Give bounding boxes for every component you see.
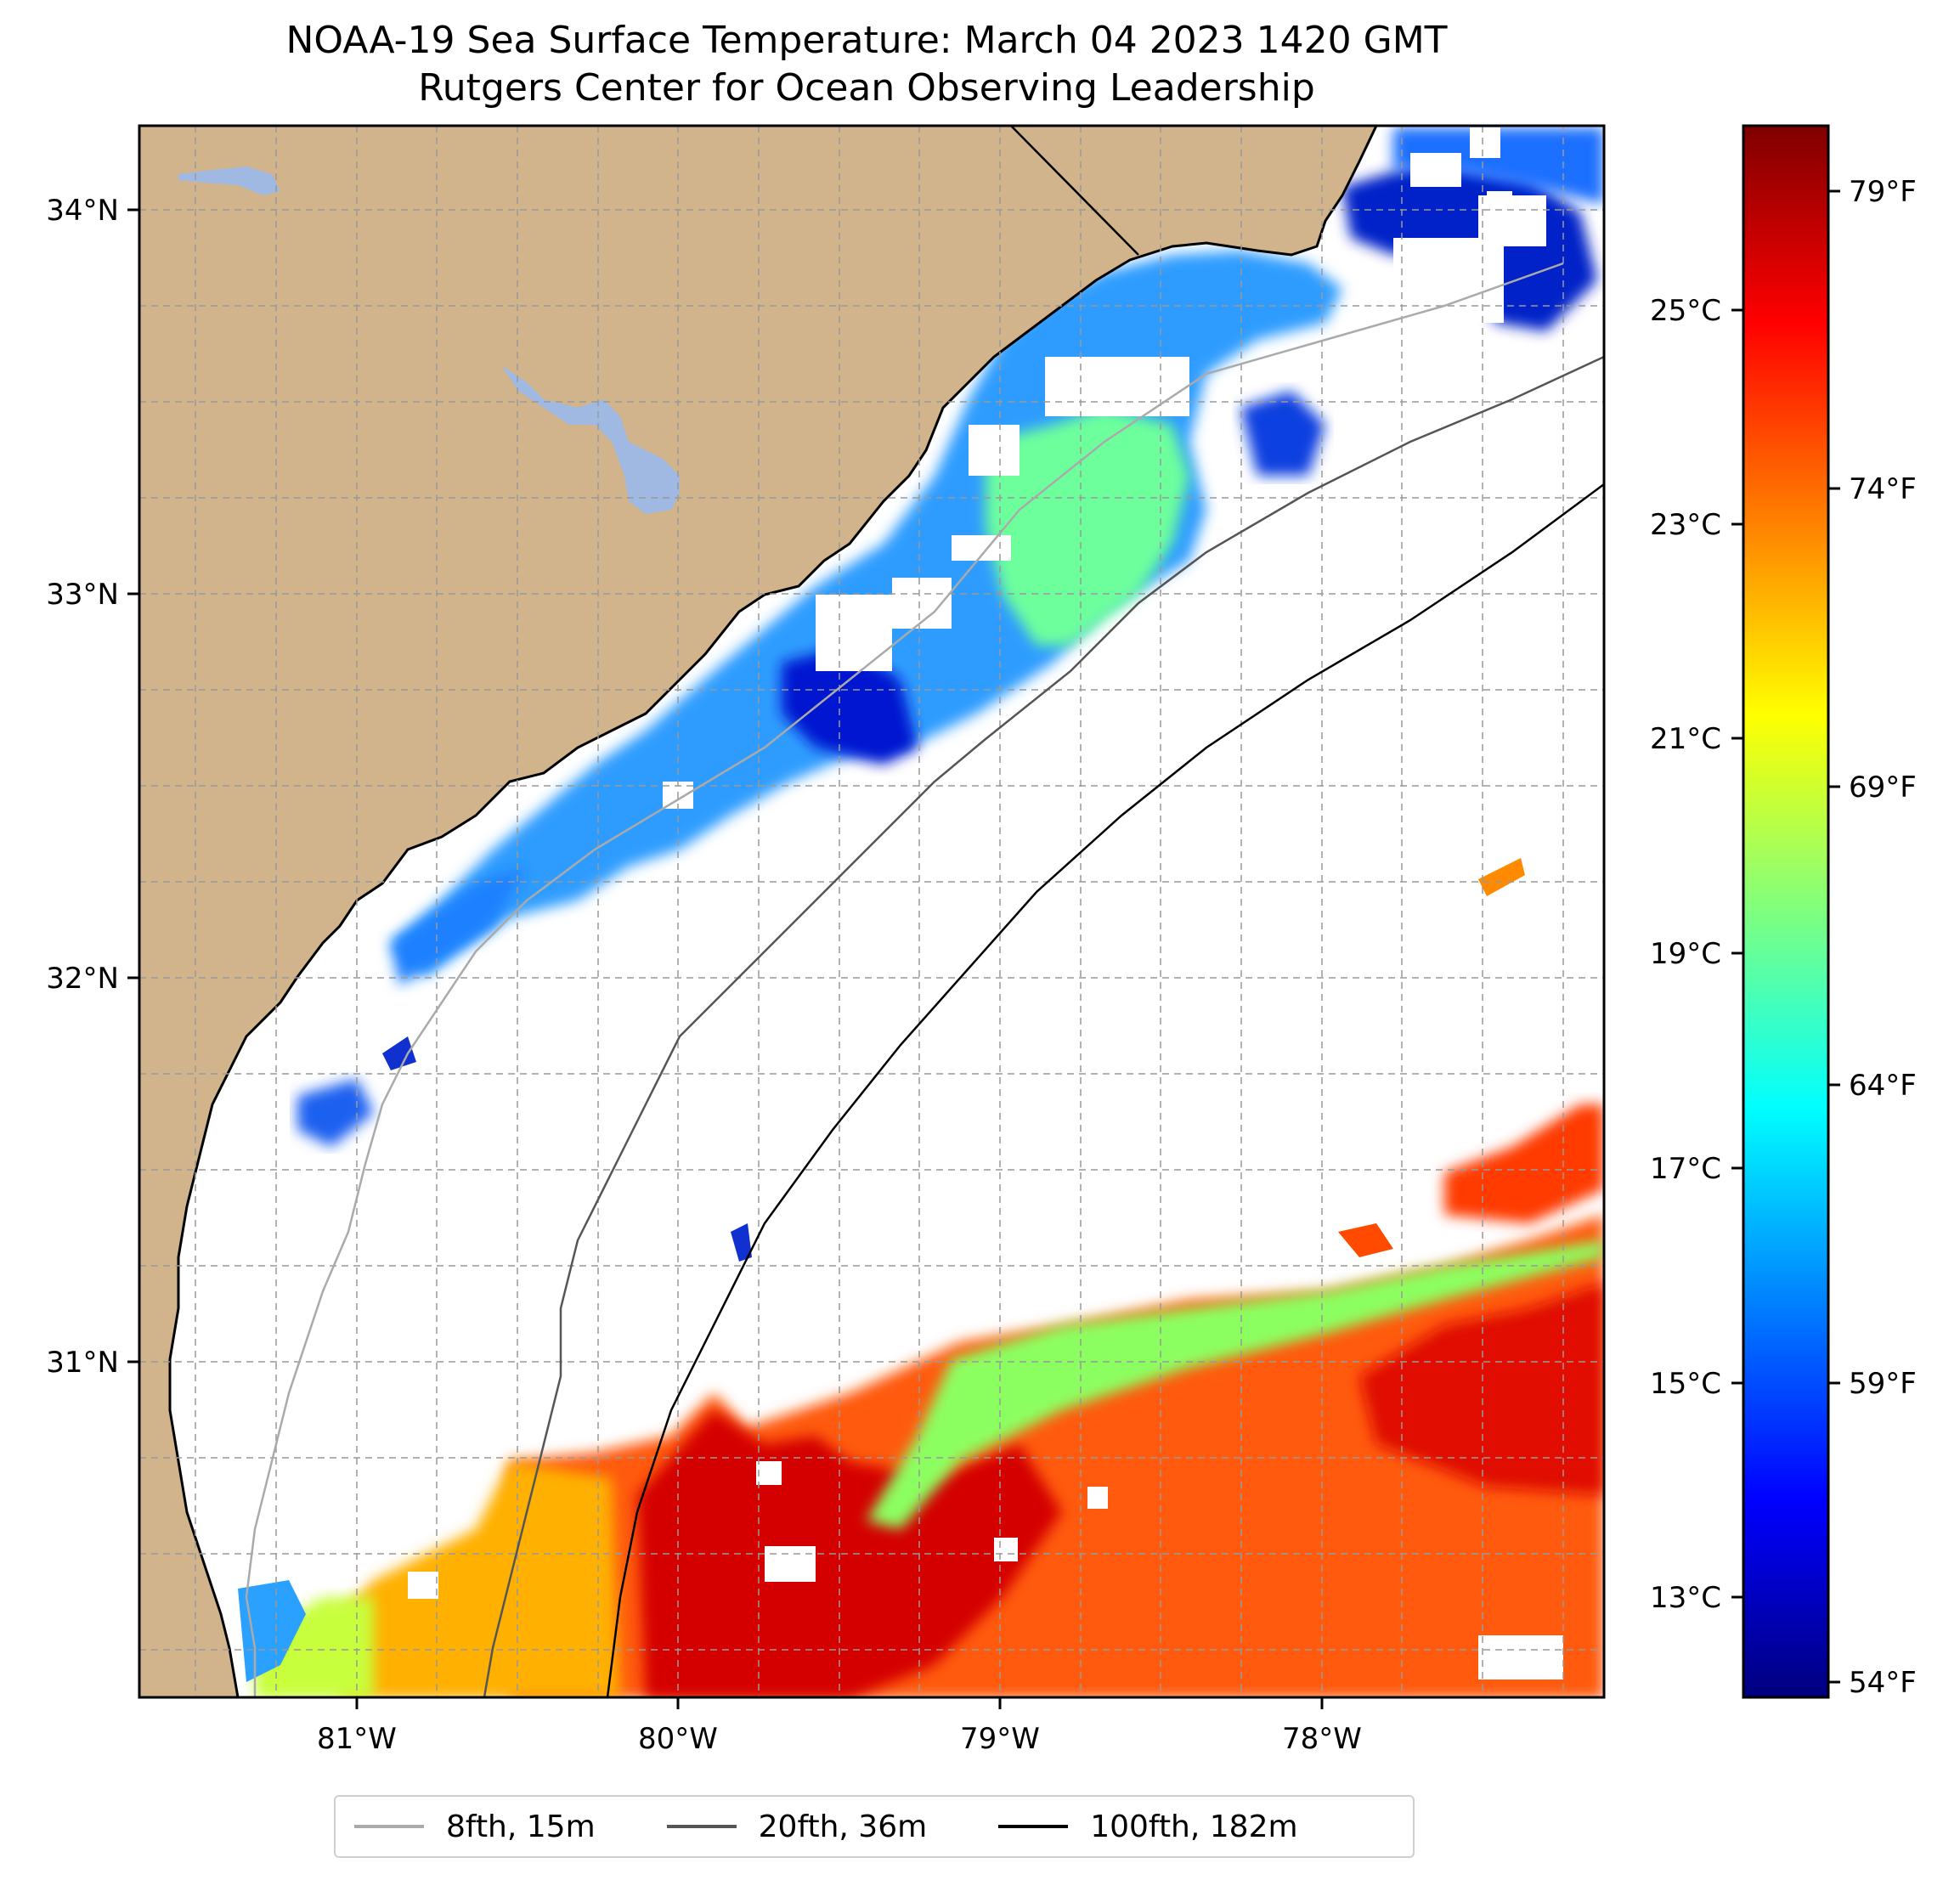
nodata-gap — [1410, 153, 1461, 187]
colorbar-celsius-axis: 25°C 23°C 21°C 19°C 17°C 15°C 13°C — [1650, 294, 1743, 1615]
colorbar-fahrenheit-label: 79°F — [1849, 175, 1917, 209]
colorbar-fahrenheit-label: 54°F — [1849, 1666, 1917, 1700]
colorbar-celsius-label: 15°C — [1650, 1367, 1721, 1401]
sst-cool-patch — [1240, 391, 1325, 476]
lat-label: 32°N — [46, 962, 119, 996]
nodata-gap — [765, 1546, 816, 1582]
nodata-gap — [816, 595, 892, 671]
nodata-gap — [1045, 357, 1189, 416]
sst-warm-speck — [1478, 858, 1525, 896]
nodata-gap — [969, 425, 1020, 476]
nodata-gap — [408, 1572, 438, 1599]
sst-cold-blobs — [782, 646, 918, 765]
sst-cool-patch — [391, 867, 527, 985]
nodata-gap — [1087, 1487, 1108, 1509]
nodata-gap — [994, 1538, 1018, 1561]
sst-front-band — [867, 1240, 1604, 1529]
lat-label: 34°N — [46, 194, 119, 228]
map-frame — [138, 124, 1606, 1699]
colorbar-fahrenheit-label: 64°F — [1849, 1069, 1917, 1103]
colorbar-fahrenheit-label: 59°F — [1849, 1367, 1917, 1401]
nodata-gap — [1487, 191, 1512, 217]
legend-label: 100fth, 182m — [1090, 1809, 1298, 1844]
lon-label: 78°W — [1282, 1722, 1362, 1756]
lon-label: 79°W — [960, 1722, 1040, 1756]
lake — [178, 167, 280, 195]
lon-axis: 81°W 80°W 79°W 78°W — [317, 1697, 1362, 1756]
legend-item-100fth: 100fth, 182m — [998, 1809, 1298, 1844]
lat-axis: 34°N 33°N 32°N 31°N — [46, 194, 139, 1380]
sst-cool-green-patch — [986, 408, 1189, 646]
lat-label: 31°N — [46, 1346, 119, 1380]
lat-label: 33°N — [46, 578, 119, 612]
sst-cold-blobs — [1393, 127, 1604, 204]
legend-item-8fth: 8fth, 15m — [354, 1809, 596, 1844]
colorbar — [1742, 124, 1830, 1699]
sst-warm-speck — [1338, 1223, 1393, 1257]
state-boundary — [1010, 125, 1139, 256]
lon-label: 80°W — [638, 1722, 718, 1756]
isobath-20fth — [483, 355, 1604, 1697]
sst-warmest-core — [637, 1410, 1062, 1697]
map-title-line1: NOAA-19 Sea Surface Temperature: March 0… — [285, 19, 1448, 62]
map-title-line2: Rutgers Center for Ocean Observing Leade… — [418, 66, 1315, 110]
isobath-100fth — [606, 483, 1604, 1697]
nodata-gap — [756, 1461, 782, 1485]
sst-warm-core-east — [1359, 1283, 1604, 1495]
nodata-gap — [1470, 127, 1500, 158]
legend-line-icon — [354, 1825, 424, 1828]
sst-cool-patch — [382, 1036, 416, 1070]
sst-warm-west — [340, 1461, 620, 1697]
map-gridlines — [139, 126, 1604, 1697]
sst-cool-patch — [731, 1223, 752, 1262]
lon-label: 81°W — [317, 1722, 397, 1756]
colorbar-celsius-label: 19°C — [1650, 937, 1721, 971]
legend-item-20fth: 20fth, 36m — [666, 1809, 928, 1844]
legend-line-icon — [666, 1825, 737, 1828]
legend-label: 8fth, 15m — [446, 1809, 596, 1844]
colorbar-fahrenheit-axis: 79°F 74°F 69°F 64°F 59°F 54°F — [1828, 175, 1917, 1700]
land-mainland — [139, 126, 1378, 1697]
legend-label: 20fth, 36m — [758, 1809, 928, 1844]
colorbar-fahrenheit-label: 69°F — [1849, 771, 1917, 805]
legend-line-icon — [998, 1825, 1069, 1828]
colorbar-fahrenheit-label: 74°F — [1849, 472, 1917, 506]
colorbar-celsius-label: 13°C — [1650, 1581, 1721, 1615]
colorbar-celsius-label: 17°C — [1650, 1152, 1721, 1186]
colorbar-celsius-label: 23°C — [1650, 508, 1721, 542]
nodata-gap — [1393, 238, 1504, 323]
nodata-gap — [1478, 1635, 1563, 1680]
colorbar-celsius-label: 21°C — [1650, 722, 1721, 756]
sst-cool-patch — [297, 1079, 374, 1147]
map-plot-area — [139, 126, 1604, 1697]
sst-warm-patch-ne — [1444, 1104, 1604, 1223]
isobath-legend: 8fth, 15m 20fth, 36m 100fth, 182m — [334, 1795, 1415, 1858]
colorbar-celsius-label: 25°C — [1650, 294, 1721, 328]
isobath-8fth — [245, 262, 1564, 1697]
